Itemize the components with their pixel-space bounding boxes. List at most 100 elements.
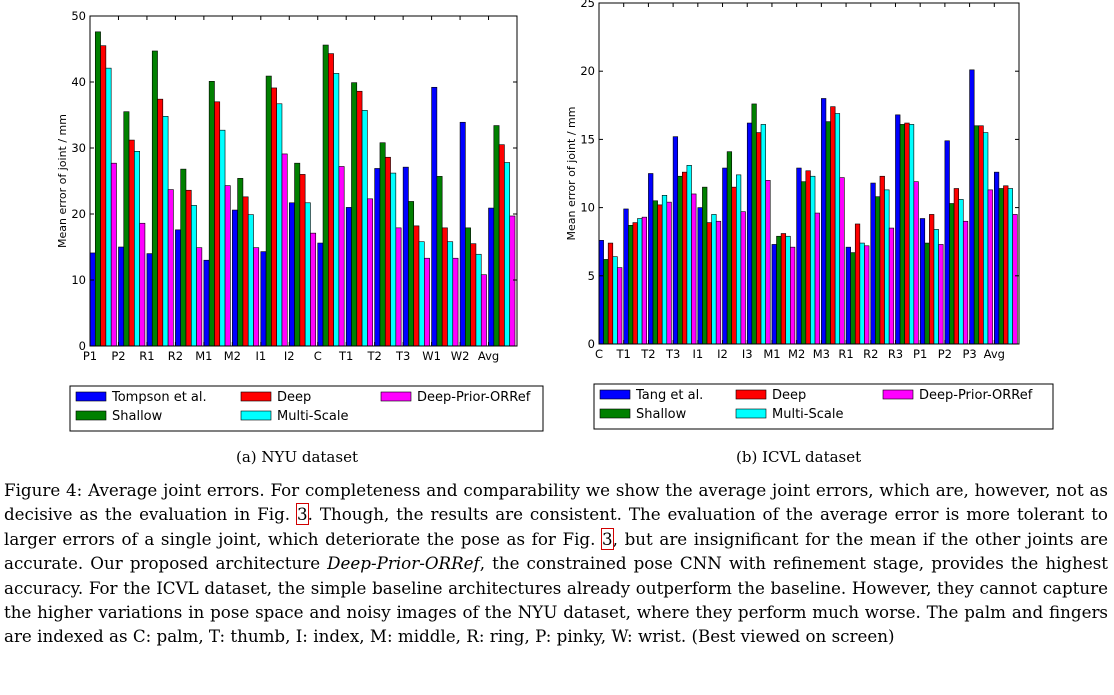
bar xyxy=(953,188,959,345)
bar xyxy=(924,242,930,345)
y-tick-label: 20 xyxy=(580,64,595,78)
bar xyxy=(214,101,221,347)
bar xyxy=(367,198,373,347)
bar xyxy=(800,181,807,345)
bar xyxy=(224,185,231,347)
bar xyxy=(317,242,324,347)
bar xyxy=(470,243,477,347)
legend-swatch xyxy=(599,389,631,400)
bar xyxy=(617,267,623,345)
bar xyxy=(987,189,993,345)
bar xyxy=(657,204,663,345)
bar xyxy=(304,202,311,347)
bar xyxy=(978,125,984,345)
bar xyxy=(706,222,712,345)
bar xyxy=(598,240,604,345)
bar xyxy=(825,121,831,345)
x-tick-label: M3 xyxy=(813,347,830,361)
bar xyxy=(338,166,345,347)
bar xyxy=(175,229,181,347)
caption-text-3: , but are insignificant for the mean if … xyxy=(4,528,1108,574)
bar xyxy=(875,196,881,345)
y-tick-label: 10 xyxy=(580,201,595,215)
bar xyxy=(933,229,939,345)
y-tick-label: 40 xyxy=(71,75,86,89)
y-tick-label: 30 xyxy=(71,141,86,155)
bar xyxy=(488,207,495,347)
legend-swatch xyxy=(735,408,767,419)
legend-swatch xyxy=(380,391,412,402)
legend-swatch xyxy=(735,389,767,400)
bar xyxy=(281,153,288,347)
bar xyxy=(374,168,381,347)
bar xyxy=(740,211,746,345)
bar xyxy=(834,113,841,345)
legend-swatch xyxy=(599,408,631,419)
bar xyxy=(899,124,905,345)
bar xyxy=(973,125,980,345)
bar xyxy=(418,241,425,347)
x-tick-label: R2 xyxy=(168,349,183,363)
bar xyxy=(682,171,688,345)
bar xyxy=(661,195,668,345)
x-tick-label: P2 xyxy=(111,349,125,363)
bar xyxy=(958,199,964,345)
bar xyxy=(929,214,935,345)
x-tick-label: R3 xyxy=(888,347,903,361)
bar xyxy=(475,253,482,347)
bar xyxy=(110,162,117,347)
bar xyxy=(672,136,679,345)
icvl-bar-chart: 0 5 10 15 20 25 C T1 T2 T3 I1 I2 I3 M1 M2 M3 R1 R2 R3 P1 P2 P… xyxy=(565,0,1054,430)
bar xyxy=(203,259,210,347)
legend-swatch xyxy=(75,410,107,421)
bar xyxy=(648,173,654,345)
x-tick-label: I1 xyxy=(255,349,266,363)
bar xyxy=(452,257,459,347)
bar xyxy=(666,201,672,345)
x-tick-label: W2 xyxy=(451,349,470,363)
legend-label: Deep-Prior-ORRef xyxy=(417,390,531,405)
y-tick-label: 0 xyxy=(588,337,595,351)
x-tick-label: C xyxy=(314,349,322,363)
x-tick-label: P1 xyxy=(83,349,97,363)
x-tick-label: Avg xyxy=(984,347,1005,361)
bar xyxy=(607,242,614,345)
bar xyxy=(736,174,742,345)
bar xyxy=(151,50,158,347)
bar xyxy=(413,225,420,347)
bar xyxy=(722,167,728,345)
y-tick-label: 25 xyxy=(580,0,595,10)
legend: Tompson et al. Shallow Deep Multi-Scale Deep… xyxy=(69,385,544,432)
bar xyxy=(686,165,692,345)
y-axis-label: Mean error of joint / mm xyxy=(56,114,69,248)
bar xyxy=(361,110,368,347)
figure-reference-link[interactable]: 3 xyxy=(601,527,614,550)
bar xyxy=(118,246,125,347)
x-tick-label: P3 xyxy=(962,347,976,361)
bar xyxy=(379,142,386,347)
bar xyxy=(123,111,130,347)
bar xyxy=(785,235,791,345)
bars-group xyxy=(598,69,1018,345)
plot-frame xyxy=(598,2,1020,345)
bar xyxy=(480,274,487,347)
bar xyxy=(751,103,757,345)
figure-reference-link[interactable]: 3 xyxy=(296,503,309,526)
x-tick-label: M2 xyxy=(788,347,805,361)
bar xyxy=(632,222,638,345)
y-axis-label: Mean error of joint / mm xyxy=(565,107,578,241)
bar xyxy=(904,122,910,345)
bar xyxy=(447,241,454,347)
bar xyxy=(641,216,647,345)
bar xyxy=(436,176,443,347)
bar xyxy=(776,235,782,345)
bar xyxy=(677,175,683,345)
bar xyxy=(402,166,409,347)
x-tick-label: P2 xyxy=(938,347,952,361)
bar xyxy=(652,200,658,345)
y-tick-label: 20 xyxy=(71,207,86,221)
bar xyxy=(859,242,865,345)
bar xyxy=(260,251,267,347)
legend-box xyxy=(593,383,1054,430)
bar xyxy=(345,207,352,347)
